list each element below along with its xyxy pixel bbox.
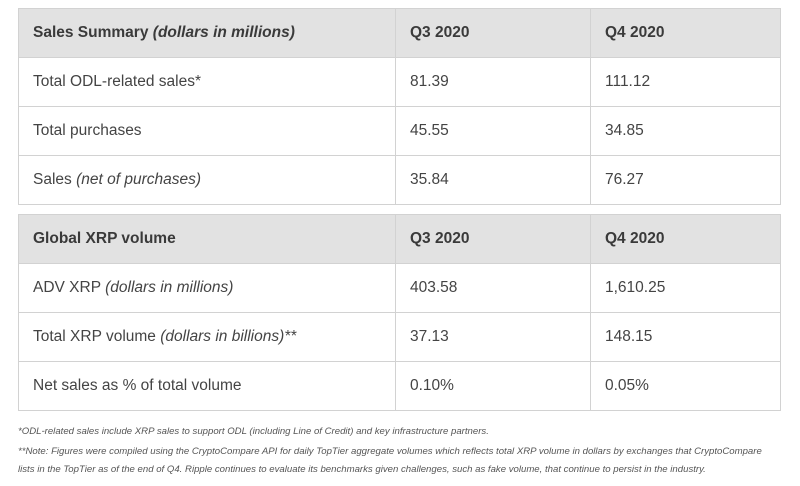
value-cell: 35.84 (395, 155, 591, 205)
label-cell: Net sales as % of total volume (18, 361, 396, 411)
cell-text: Q3 2020 (410, 230, 470, 247)
footnote: *ODL-related sales include XRP sales to … (18, 426, 489, 437)
cell-text: Sales (33, 171, 72, 188)
data-row: Total ODL-related sales* 81.39 111.12 (18, 57, 781, 107)
header-row: Sales Summary (dollars in millions) Q3 20… (18, 8, 781, 58)
label-cell: Total purchases (18, 106, 396, 156)
sales-summary-table: Sales Summary (dollars in millions) Q3 20… (18, 8, 781, 205)
cell-text: 1,610.25 (605, 279, 666, 296)
data-row: Total purchases 45.55 34.85 (18, 106, 781, 156)
data-row: Net sales as % of total volume 0.10% 0.05% (18, 361, 781, 411)
cell-note: (dollars in millions) (105, 279, 234, 296)
label-cell: Total ODL-related sales* (18, 57, 396, 107)
label-cell: Total XRP volume (dollars in billions)** (18, 312, 396, 362)
cell-text: Total purchases (33, 122, 142, 139)
label-cell: Sales (net of purchases) (18, 155, 396, 205)
cell-text: ADV XRP (33, 279, 101, 296)
cell-text: 0.05% (605, 377, 649, 394)
cell-note: (dollars in millions) (152, 24, 295, 41)
value-cell: 1,610.25 (590, 263, 781, 313)
header-cell: Q3 2020 (395, 8, 591, 58)
header-cell: Q3 2020 (395, 214, 591, 264)
value-cell: 37.13 (395, 312, 591, 362)
cell-text: 76.27 (605, 171, 644, 188)
cell-text: Global XRP volume (33, 230, 176, 247)
value-cell: 0.05% (590, 361, 781, 411)
cell-text: Q4 2020 (605, 24, 665, 41)
value-cell: 76.27 (590, 155, 781, 205)
header-cell: Global XRP volume (18, 214, 396, 264)
cell-text: Q3 2020 (410, 24, 470, 41)
value-cell: 34.85 (590, 106, 781, 156)
cell-text: 35.84 (410, 171, 449, 188)
data-row: ADV XRP (dollars in millions) 403.58 1,610… (18, 263, 781, 313)
value-cell: 0.10% (395, 361, 591, 411)
cell-text: 45.55 (410, 122, 449, 139)
value-cell: 45.55 (395, 106, 591, 156)
value-cell: 148.15 (590, 312, 781, 362)
cell-text: 111.12 (605, 73, 651, 90)
data-row: Total XRP volume (dollars in billions)**… (18, 312, 781, 362)
value-cell: 111.12 (590, 57, 781, 107)
cell-text: 0.10% (410, 377, 454, 394)
footnote: **Note: Figures were compiled using the … (18, 446, 762, 475)
cell-text: Sales Summary (33, 24, 149, 41)
cell-text: 37.13 (410, 328, 449, 345)
cell-text: Total XRP volume (33, 328, 156, 345)
value-cell: 403.58 (395, 263, 591, 313)
xrp-volume-table: Global XRP volume Q3 2020 Q4 2020 ADV XRP (… (18, 214, 781, 411)
cell-text: Net sales as % of total volume (33, 377, 242, 394)
data-row: Sales (net of purchases) 35.84 76.27 (18, 155, 781, 205)
header-cell: Q4 2020 (590, 214, 781, 264)
label-cell: ADV XRP (dollars in millions) (18, 263, 396, 313)
cell-text: 148.15 (605, 328, 653, 345)
cell-text: Total ODL-related sales* (33, 73, 201, 90)
cell-text: 34.85 (605, 122, 644, 139)
cell-note: (net of purchases) (76, 171, 202, 188)
header-cell: Sales Summary (dollars in millions) (18, 8, 396, 58)
cell-note: (dollars in billions)** (160, 328, 297, 345)
header-cell: Q4 2020 (590, 8, 781, 58)
cell-text: 403.58 (410, 279, 458, 296)
footnotes: *ODL-related sales include XRP sales to … (18, 422, 780, 479)
value-cell: 81.39 (395, 57, 591, 107)
cell-text: 81.39 (410, 73, 449, 90)
cell-text: Q4 2020 (605, 230, 665, 247)
header-row: Global XRP volume Q3 2020 Q4 2020 (18, 214, 781, 264)
